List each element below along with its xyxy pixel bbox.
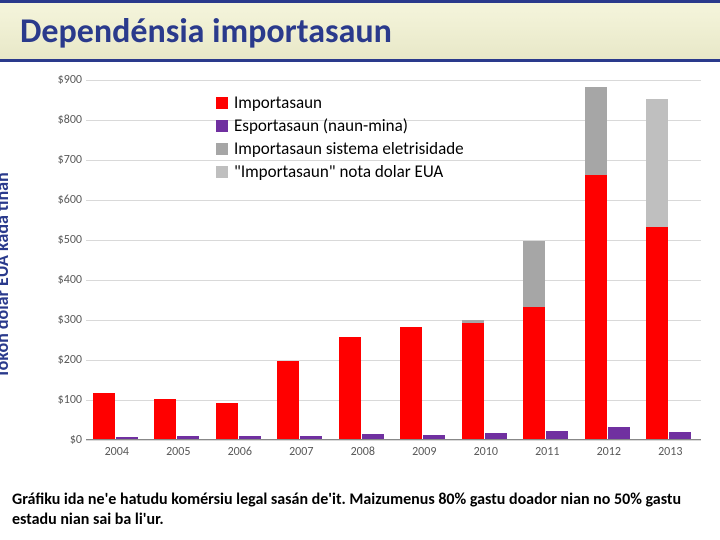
- legend-item: Importasaun: [216, 92, 464, 113]
- legend-swatch: [216, 120, 228, 132]
- stacked-bar: [646, 99, 668, 439]
- stacked-bar: [462, 320, 484, 439]
- legend: ImportasaunEsportasaun (naun-mina)Import…: [216, 92, 464, 184]
- y-tick-label: $600: [48, 193, 82, 207]
- legend-label: "Importasaun" nota dolar EUA: [234, 161, 443, 182]
- x-tick-label: 2007: [289, 445, 313, 459]
- bar-segment-esportasaun: [116, 437, 138, 439]
- title-bar: Dependénsia importasaun: [0, 0, 720, 62]
- x-tick-label: 2005: [166, 445, 190, 459]
- gridline: [86, 80, 701, 81]
- bar-segment-eletrisidade: [523, 241, 545, 307]
- bar-segment-esportasaun: [177, 436, 199, 439]
- bar-segment-nota_dolar: [646, 99, 668, 227]
- y-tick-label: $700: [48, 153, 82, 167]
- y-tick-label: $900: [48, 73, 82, 87]
- legend-label: Esportasaun (naun-mina): [234, 115, 408, 136]
- x-tick-label: 2006: [228, 445, 252, 459]
- bar-group: [154, 399, 202, 439]
- bar-segment-importasaun: [462, 323, 484, 439]
- y-tick-label: $300: [48, 313, 82, 327]
- bar-group: [400, 327, 448, 439]
- stacked-bar: [400, 327, 422, 439]
- bar-esportasaun: [177, 436, 199, 439]
- legend-item: Esportasaun (naun-mina): [216, 115, 464, 136]
- bar-segment-importasaun: [216, 403, 238, 439]
- stacked-bar: [523, 241, 545, 439]
- legend-item: "Importasaun" nota dolar EUA: [216, 161, 464, 182]
- y-tick-label: $100: [48, 393, 82, 407]
- legend-item: Importasaun sistema eletrisidade: [216, 138, 464, 159]
- stacked-bar: [277, 361, 299, 439]
- bar-segment-importasaun: [646, 227, 668, 439]
- stacked-bar: [339, 337, 361, 439]
- bar-group: [646, 99, 694, 439]
- legend-swatch: [216, 143, 228, 155]
- gridline: [86, 440, 701, 441]
- bar-segment-importasaun: [277, 361, 299, 439]
- legend-label: Importasaun sistema eletrisidade: [234, 138, 464, 159]
- bar-group: [93, 393, 141, 439]
- legend-swatch: [216, 166, 228, 178]
- x-tick-label: 2013: [658, 445, 682, 459]
- bar-segment-importasaun: [523, 307, 545, 439]
- bar-group: [585, 87, 633, 439]
- stacked-bar: [585, 87, 607, 439]
- x-tick-label: 2012: [597, 445, 621, 459]
- bar-group: [523, 241, 571, 439]
- bar-esportasaun: [546, 431, 568, 439]
- bar-group: [277, 361, 325, 439]
- bar-segment-eletrisidade: [585, 87, 607, 175]
- legend-label: Importasaun: [234, 92, 322, 113]
- bar-segment-esportasaun: [485, 433, 507, 439]
- x-tick-label: 2011: [535, 445, 559, 459]
- bar-esportasaun: [116, 437, 138, 439]
- bar-esportasaun: [300, 436, 322, 439]
- y-tick-label: $200: [48, 353, 82, 367]
- bar-esportasaun: [423, 435, 445, 439]
- bar-segment-importasaun: [400, 327, 422, 439]
- x-tick-label: 2008: [351, 445, 375, 459]
- bar-segment-importasaun: [585, 175, 607, 439]
- bar-segment-esportasaun: [300, 436, 322, 439]
- x-tick-label: 2010: [474, 445, 498, 459]
- y-tick-label: $800: [48, 113, 82, 127]
- bar-esportasaun: [669, 432, 691, 439]
- bar-segment-esportasaun: [362, 434, 384, 439]
- page-title: Dependénsia importasaun: [20, 11, 392, 52]
- stacked-bar: [216, 403, 238, 439]
- y-tick-label: $400: [48, 273, 82, 287]
- bar-segment-esportasaun: [239, 436, 261, 439]
- bar-group: [339, 337, 387, 439]
- bar-segment-esportasaun: [669, 432, 691, 439]
- y-axis-label: Tokon dolar EUA kada tinan: [0, 172, 13, 377]
- stacked-bar: [93, 393, 115, 439]
- y-tick-label: $0: [48, 433, 82, 447]
- stacked-bar: [154, 399, 176, 439]
- bar-group: [462, 320, 510, 439]
- y-tick-label: $500: [48, 233, 82, 247]
- x-tick-label: 2004: [105, 445, 129, 459]
- bar-segment-esportasaun: [608, 427, 630, 439]
- bar-segment-importasaun: [339, 337, 361, 439]
- bar-esportasaun: [485, 433, 507, 439]
- chart-region: Tokon dolar EUA kada tinan $0$100$200$30…: [8, 75, 712, 470]
- bar-esportasaun: [608, 427, 630, 439]
- bar-group: [216, 403, 264, 439]
- bar-segment-importasaun: [154, 399, 176, 439]
- chart-caption: Gráfiku ida ne'e hatudu komérsiu legal s…: [12, 490, 708, 530]
- bar-esportasaun: [239, 436, 261, 439]
- plot-area: ImportasaunEsportasaun (naun-mina)Import…: [86, 80, 701, 440]
- x-tick-label: 2009: [412, 445, 436, 459]
- legend-swatch: [216, 97, 228, 109]
- bar-segment-esportasaun: [423, 435, 445, 439]
- bar-esportasaun: [362, 434, 384, 439]
- bar-segment-esportasaun: [546, 431, 568, 439]
- bar-segment-importasaun: [93, 393, 115, 439]
